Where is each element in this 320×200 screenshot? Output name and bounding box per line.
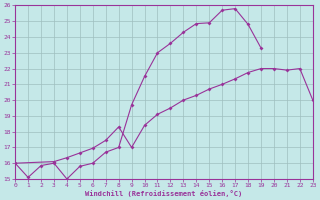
X-axis label: Windchill (Refroidissement éolien,°C): Windchill (Refroidissement éolien,°C): [85, 190, 243, 197]
